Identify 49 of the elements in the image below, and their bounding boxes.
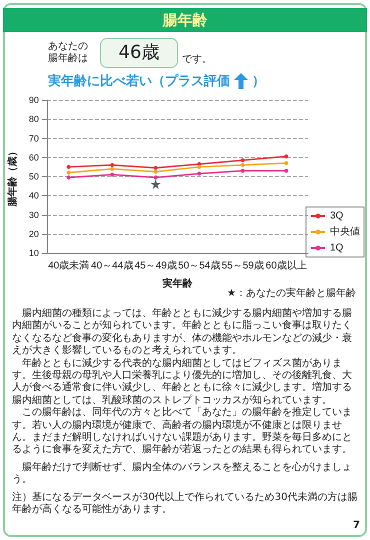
point [110,166,114,171]
point [66,164,71,169]
text: 実年齢に比べ若い（プラス評価） [48,74,265,89]
x-tick-label: 45～49歳 [134,260,177,272]
point [154,170,158,174]
point [110,163,114,168]
x-tick-label: 40歳未満 [48,260,90,272]
x-tick-label: 50～54歳 [178,260,220,272]
point [197,164,202,169]
point [197,172,202,176]
x-tick-label: 60歳以上 [266,260,307,272]
y-tick-label: 30 [28,210,39,220]
point [110,172,114,177]
x-tick-label: 55～59歳 [222,260,264,272]
text: 年齢とともに減少する代表的な腸内細菌としてはビフィズス菌があります。生後母親の母乳や人口栄養乳により優先的に増加し、その後離乳食、大人が食べる通常食に伴い減少し、年齢とともに徐々に減少します。増加する腸内細菌としては、乳酸球菌のストレプトコッカスが知られています。 [12,358,353,406]
text: です。 [182,53,212,66]
point [240,163,245,168]
point [66,170,71,175]
y-axis-title: 腸年齢（歳） [6,146,18,208]
legend-label: 1Q [330,242,344,254]
legend-label: 3Q [330,210,344,222]
y-tick-label: 50 [28,172,39,182]
point [154,166,158,170]
legend-label: 中央値 [330,226,360,238]
point [240,158,245,162]
point [66,175,71,180]
text: ★：あなたの実年齢と腸年齢 [227,286,356,300]
y-tick-label: 70 [28,133,39,144]
text: 注）基になるデータベースが30代以上で作られているため30代未満の方は腸年齢が高くなる可能性があります。 [12,492,358,516]
text: あなたの腸年齢は [48,41,89,65]
point [240,168,245,173]
y-tick-label: 10 [28,248,39,258]
y-tick-label: 20 [28,228,39,239]
text: 腸内細菌の種類によっては、年齢とともに減少する腸内細菌や増加する腸内細菌がいることが知られています。年齢とともに脂っこい食事は取りたくなくなるなど食事の変化もありますが、体の機能やホルモンなどの減少・衰えが大きく影響しているものと考えられています。 [12,308,353,358]
text: 7 [353,520,360,531]
point [284,154,288,158]
y-tick-label: 90 [28,95,39,105]
y-tick-label: 40 [28,190,39,201]
y-tick-label: 60 [28,152,39,162]
x-axis-title: 実年齢 [161,278,194,290]
point [154,175,158,180]
text: 腸年齢だけで判断せず、腸内全体のバランスを整えることを心がけましょう。 [12,462,353,487]
chart-title: 腸年齢 [3,8,367,32]
x-tick-label: 40～44歳 [91,260,134,272]
point [284,168,288,173]
text: 46歳 [100,38,178,68]
text: この腸年齢は、同年代の方々と比べて「あなた」の腸年齢を推定しています。若い人の腸内環境が健康で、高齢者の腸内環境が不健康とは限りません。まだまだ解明しなければいけない課題があります。野菜を毎日多めにとるように食事を変えた方で、腸年齢が若返ったとの結果も得られています。 [12,407,353,457]
point [284,161,288,166]
y-tick-label: 80 [28,114,39,124]
